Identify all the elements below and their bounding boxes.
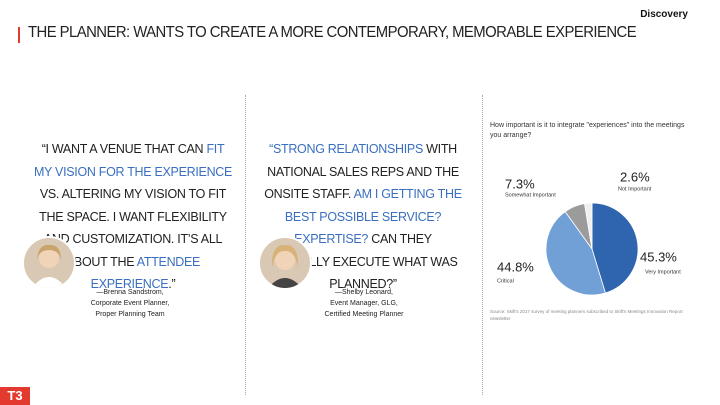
avatar bbox=[22, 236, 76, 290]
attribution-line: Proper Planning Team bbox=[95, 311, 165, 318]
brand: Discovery bbox=[640, 9, 688, 20]
pie-slice bbox=[545, 211, 606, 296]
pie-slice bbox=[591, 202, 639, 294]
quote: “STRONG RELATIONSHIPS WITH NATIONAL SALE… bbox=[263, 138, 463, 296]
category-label: Not Important bbox=[618, 186, 652, 192]
value-label: 44.8% bbox=[497, 259, 534, 274]
separator bbox=[245, 95, 246, 395]
value-label: 45.3% bbox=[640, 249, 677, 264]
quote-segment: VS. ALTERING MY VISION TO FIT THE SPACE.… bbox=[39, 187, 227, 269]
quote-segment: FIT MY VISION FOR THE EXPERIENCE bbox=[33, 142, 233, 179]
value-label: 2.6% bbox=[620, 169, 650, 184]
quote-segment: “I WANT A VENUE THAT CAN bbox=[41, 142, 207, 156]
attribution: —Shelby Leonard, Event Manager, GLG, Certi… bbox=[284, 287, 444, 320]
quote-segment: “STRONG RELATIONSHIPS bbox=[269, 142, 423, 156]
separator bbox=[482, 95, 483, 395]
attribution-line: Event Manager, GLG, bbox=[330, 300, 398, 307]
accent-bar bbox=[18, 27, 20, 43]
pie-chart: How important is it to integrate "experi… bbox=[490, 122, 685, 321]
quote-segment: CAN THEY ACTUALLY EXECUTE WHAT WAS PLANN… bbox=[268, 232, 458, 291]
attribution-line: —Brenna Sandstrom, bbox=[96, 289, 164, 296]
chart-source: Source: Skift's 2017 survey of meeting p… bbox=[490, 309, 683, 321]
quote: “I WANT A VENUE THAT CAN FIT MY VISION F… bbox=[33, 138, 233, 296]
attribution-line: Corporate Event Planner, bbox=[90, 300, 170, 307]
category-label: Somewhat Important bbox=[505, 192, 556, 198]
pie-slice bbox=[584, 202, 593, 250]
category-label: Very Important bbox=[645, 269, 681, 275]
quote-segment: .” bbox=[168, 277, 176, 291]
quote-segment: WITH NATIONAL SALES REPS AND THE ONSITE … bbox=[264, 142, 459, 201]
chart-title: How important is it to integrate "experi… bbox=[490, 122, 685, 139]
attribution: —Brenna Sandstrom, Corporate Event Planne… bbox=[50, 287, 210, 320]
quote-segment: ATTENDEE EXPERIENCE bbox=[90, 254, 201, 292]
avatar bbox=[258, 236, 312, 290]
quote-segment: AM I GETTING THE BEST POSSIBLE SERVICE? … bbox=[284, 187, 462, 246]
attribution-line: —Shelby Leonard, bbox=[335, 289, 393, 296]
attribution-line: Certified Meeting Planner bbox=[324, 311, 404, 318]
category-label: Critical bbox=[497, 278, 514, 284]
value-label: 7.3% bbox=[505, 176, 535, 191]
logo: T3 bbox=[0, 387, 30, 405]
title: THE PLANNER: WANTS TO CREATE A MORE CONT… bbox=[28, 24, 637, 41]
